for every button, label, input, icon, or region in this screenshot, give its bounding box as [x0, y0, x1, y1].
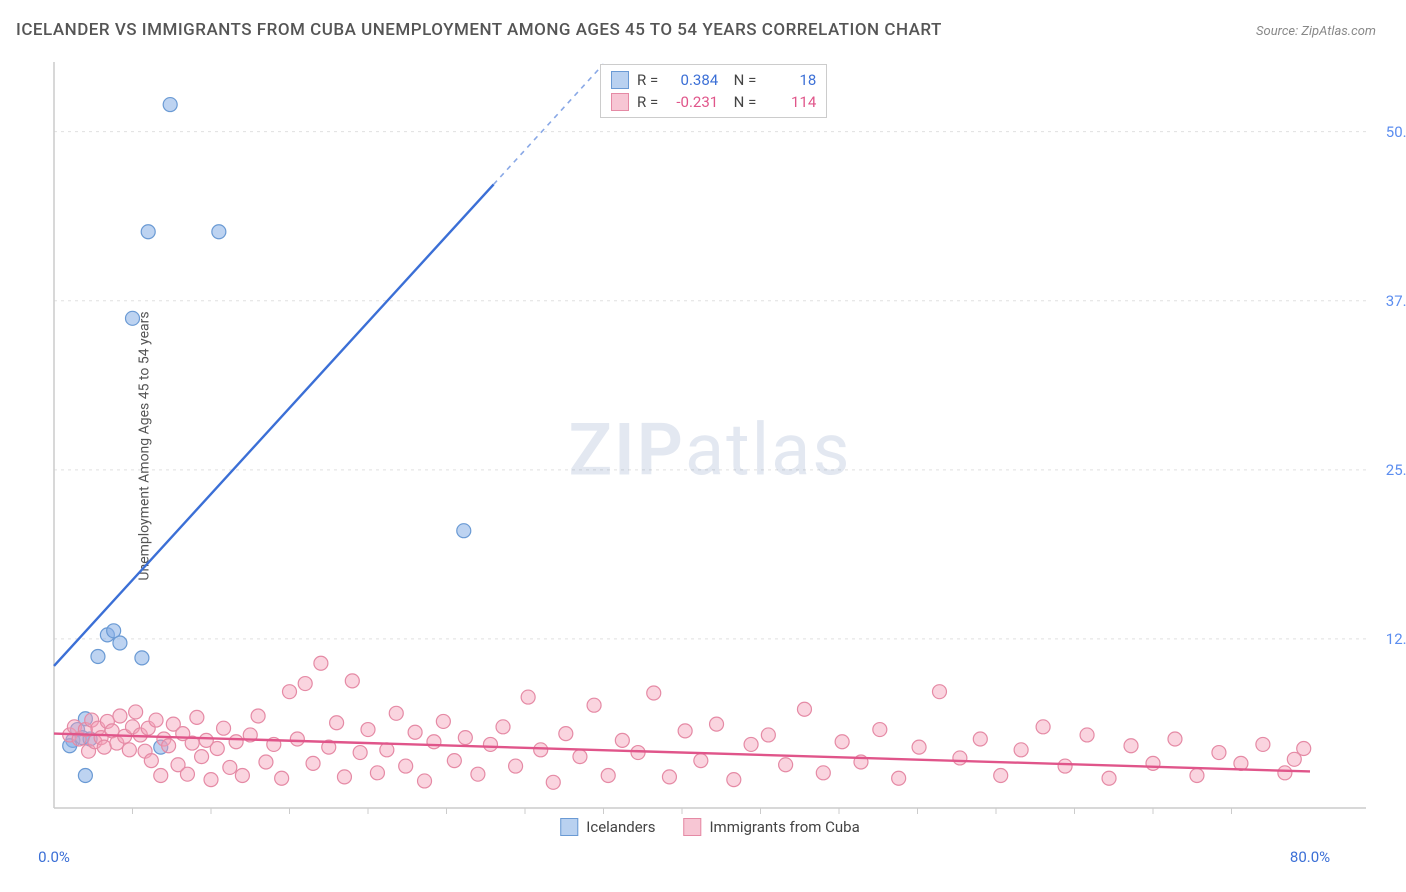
scatter-chart: ZIPatlas R =0.384 N =18R =-0.231 N =114 …	[50, 60, 1370, 840]
legend-swatch	[560, 818, 578, 836]
source-label: Source: ZipAtlas.com	[1256, 24, 1376, 39]
n-value: 18	[764, 71, 816, 89]
legend-label: Icelanders	[586, 818, 655, 836]
r-value: -0.231	[666, 93, 718, 111]
legend-swatch	[611, 93, 629, 111]
legend-swatch	[683, 818, 701, 836]
x-tick-label: 80.0%	[1290, 848, 1330, 866]
n-value: 114	[764, 93, 816, 111]
y-tick-label: 12.5%	[1386, 630, 1406, 648]
stats-legend: R = 0.384 N = 18 R = -0.231 N = 114	[600, 64, 827, 118]
r-value: 0.384	[666, 71, 718, 89]
stats-legend-row: R = -0.231 N = 114	[611, 91, 816, 113]
legend-item: Icelanders	[560, 818, 655, 836]
stats-legend-row: R = 0.384 N = 18	[611, 69, 816, 91]
n-label: N =	[726, 93, 756, 111]
legend-item: Immigrants from Cuba	[683, 818, 859, 836]
n-label: N =	[726, 71, 756, 89]
y-tick-label: 25.0%	[1386, 461, 1406, 479]
series-legend: Icelanders Immigrants from Cuba	[560, 818, 859, 836]
legend-swatch	[611, 71, 629, 89]
x-tick-label: 0.0%	[38, 848, 70, 866]
legend-label: Immigrants from Cuba	[709, 818, 859, 836]
chart-svg	[50, 60, 1370, 840]
y-tick-label: 50.0%	[1386, 123, 1406, 141]
chart-title: ICELANDER VS IMMIGRANTS FROM CUBA UNEMPL…	[16, 20, 942, 40]
r-label: R =	[637, 93, 658, 111]
y-tick-label: 37.5%	[1386, 292, 1406, 310]
r-label: R =	[637, 71, 658, 89]
